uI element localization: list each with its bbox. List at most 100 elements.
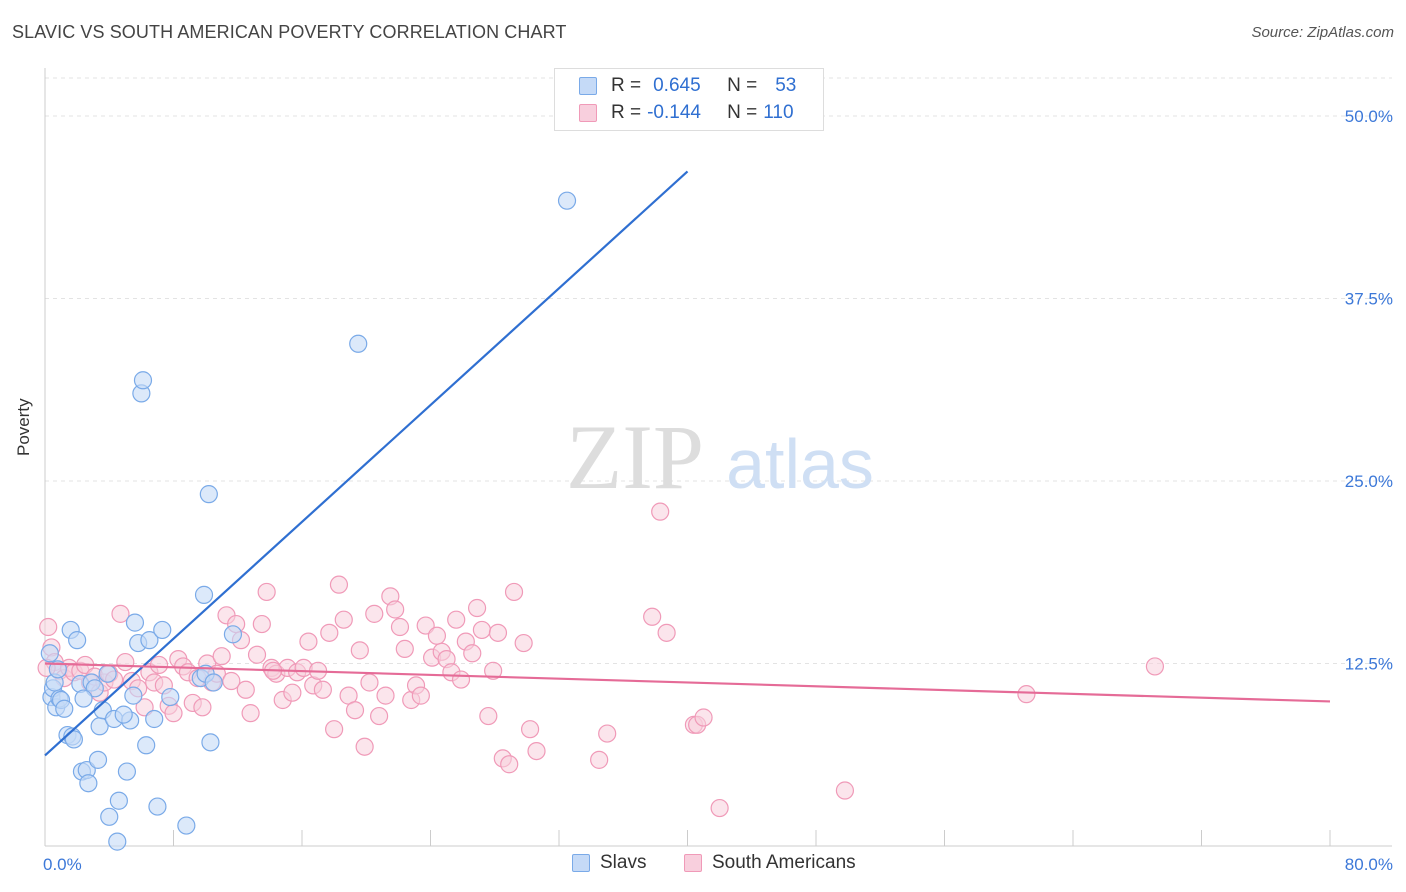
y-tick-label: 50.0% xyxy=(1345,107,1393,126)
south-americans-point xyxy=(360,673,379,692)
slavs-point xyxy=(68,631,87,650)
south-americans-point xyxy=(643,607,662,626)
south-americans-label: South Americans xyxy=(712,852,856,873)
slavs-point xyxy=(109,791,128,810)
grid-lines xyxy=(45,77,1392,664)
south-americans-trend-line xyxy=(44,662,1331,703)
source-credit: Source: ZipAtlas.com xyxy=(1251,24,1394,41)
south-americans-point xyxy=(252,614,271,634)
axes xyxy=(44,68,1392,847)
south-americans-point xyxy=(320,623,339,642)
south-americans-point xyxy=(590,750,609,769)
south-americans-point xyxy=(386,600,405,619)
south-americans-point xyxy=(135,698,154,717)
trend-lines xyxy=(44,170,1331,757)
slavs-swatch xyxy=(579,77,597,95)
south-americans-point xyxy=(247,645,267,664)
south-americans-point xyxy=(329,575,349,594)
watermark-zip: ZIP xyxy=(566,406,704,508)
south-americans-point xyxy=(193,698,212,717)
slavs-point xyxy=(98,664,117,683)
south-americans-point xyxy=(467,598,487,618)
south-americans-point xyxy=(370,706,389,726)
south-americans-point xyxy=(472,620,491,640)
legend-row-slavs: R = 0.645 N = 53 xyxy=(579,74,796,98)
slavs-point xyxy=(74,689,93,708)
south-americans-point xyxy=(365,604,384,623)
south-americans-point xyxy=(241,704,260,723)
south-americans-point xyxy=(313,680,332,699)
n-label: N = xyxy=(727,75,758,96)
south-americans-point xyxy=(212,647,231,666)
x-tick-labels: 0.0% 80.0% xyxy=(43,855,1393,874)
slavs-trend-line xyxy=(44,170,689,757)
slavs-point xyxy=(199,485,218,504)
n-value: 110 xyxy=(763,102,794,123)
slavs-point xyxy=(125,613,145,632)
x-tick-label: 0.0% xyxy=(43,855,82,874)
slavs-point xyxy=(153,620,172,640)
slavs-point xyxy=(108,832,127,851)
south-americans-point xyxy=(116,652,135,672)
slavs-point xyxy=(349,334,368,353)
slavs-point xyxy=(137,736,156,755)
slavs-point xyxy=(557,191,577,210)
r-value: -0.144 xyxy=(647,102,701,123)
slavs-point xyxy=(140,631,159,650)
slavs-point xyxy=(55,699,74,718)
south-americans-point xyxy=(500,755,519,774)
south-americans-point xyxy=(694,708,713,727)
slavs-point xyxy=(88,750,108,769)
n-value: 53 xyxy=(775,75,797,96)
south-americans-point xyxy=(1145,657,1165,676)
slavs-label: Slavs xyxy=(600,852,647,873)
x-tick-label: 80.0% xyxy=(1345,855,1393,874)
south-americans-point xyxy=(651,502,670,521)
south-americans-point xyxy=(334,610,353,629)
south-americans-point xyxy=(504,582,524,602)
slavs-point xyxy=(114,705,133,724)
south-americans-point xyxy=(164,704,183,723)
south-americans-point xyxy=(479,706,498,726)
slavs-point xyxy=(148,797,167,816)
south-americans-point xyxy=(325,720,344,739)
south-americans-point xyxy=(395,639,414,659)
watermark-atlas: atlas xyxy=(726,425,874,503)
south-americans-point xyxy=(376,686,395,705)
y-tick-labels: 12.5% 25.0% 37.5% 50.0% xyxy=(1345,107,1393,674)
slavs-point xyxy=(124,686,143,705)
south-americans-point xyxy=(345,701,365,720)
y-tick-label: 37.5% xyxy=(1345,290,1393,309)
south-americans-point xyxy=(447,610,466,629)
south-americans-point xyxy=(257,582,276,602)
slavs-point xyxy=(133,371,153,390)
slavs-point xyxy=(201,733,220,752)
slavs-point xyxy=(145,709,164,729)
south-americans-point xyxy=(416,616,435,635)
south-americans-point xyxy=(299,632,318,651)
legend-item-slavs[interactable]: Slavs xyxy=(572,852,646,874)
slavs-point xyxy=(177,816,196,835)
south-americans-swatch xyxy=(684,854,702,872)
r-label: R = xyxy=(611,102,642,123)
slavs-point xyxy=(204,673,223,692)
slavs-point xyxy=(100,807,119,826)
r-label: R = xyxy=(611,75,642,96)
south-americans-point xyxy=(1017,685,1036,704)
slavs-point xyxy=(117,762,137,781)
south-americans-point xyxy=(598,724,617,743)
y-tick-label: 25.0% xyxy=(1345,472,1393,491)
south-americans-point xyxy=(488,623,508,642)
south-americans-point xyxy=(390,617,410,637)
south-americans-point xyxy=(236,680,255,699)
slavs-point xyxy=(79,774,98,793)
r-value: 0.645 xyxy=(653,75,701,96)
slavs-points xyxy=(40,191,577,851)
south-americans-point xyxy=(463,644,482,663)
south-americans-point xyxy=(527,741,546,761)
y-axis-label: Poverty xyxy=(14,398,33,456)
south-americans-point xyxy=(520,720,540,739)
south-americans-point xyxy=(710,798,729,818)
legend-item-south-americans[interactable]: South Americans xyxy=(684,852,856,874)
